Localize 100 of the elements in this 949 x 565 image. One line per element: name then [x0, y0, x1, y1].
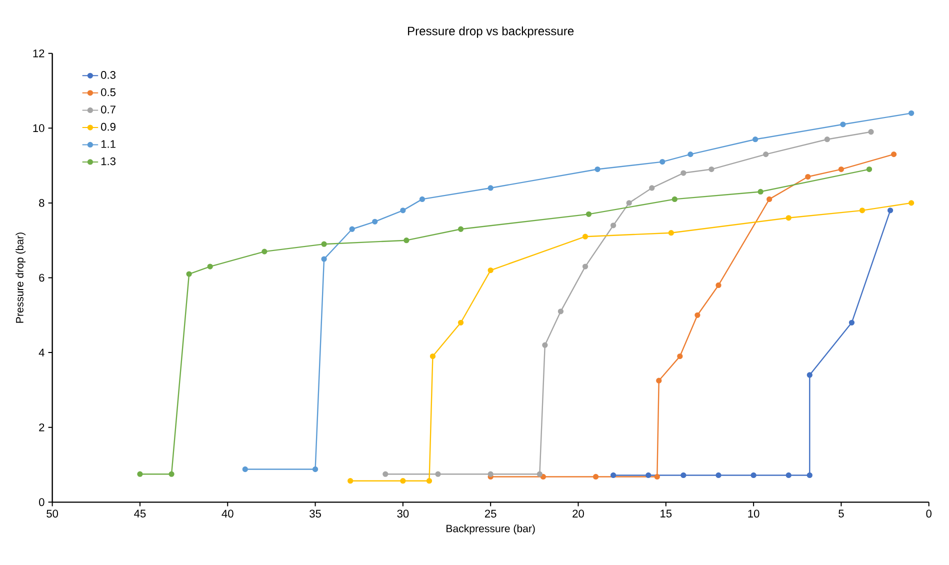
point — [137, 472, 143, 478]
x-tick-label: 40 — [222, 510, 234, 518]
x-tick-label: 35 — [310, 510, 321, 518]
point — [786, 215, 792, 221]
x-tick-label: 0 — [926, 510, 932, 518]
point — [656, 378, 662, 384]
point — [610, 472, 616, 478]
point — [890, 152, 897, 158]
point — [186, 271, 192, 278]
point — [766, 196, 772, 202]
point — [626, 200, 632, 206]
point — [262, 248, 268, 255]
point — [582, 264, 588, 270]
point — [887, 208, 894, 214]
x-axis-title: Backpressure (bar) — [446, 524, 535, 535]
point — [806, 472, 812, 478]
point — [716, 472, 722, 478]
chart-title: Pressure drop vs backpressure — [408, 26, 574, 38]
y-tick-label: 2 — [39, 424, 44, 432]
point — [372, 219, 378, 225]
point — [488, 472, 494, 478]
point — [694, 312, 700, 318]
x-tick-label: 15 — [660, 510, 672, 518]
point — [430, 354, 436, 360]
point — [400, 478, 406, 484]
point — [750, 472, 756, 478]
point — [866, 166, 872, 172]
point — [488, 185, 494, 192]
point — [536, 472, 542, 478]
point — [592, 474, 599, 480]
point — [908, 110, 914, 116]
y-tick-label: 10 — [33, 124, 44, 132]
legend-label: 0.3 — [101, 71, 116, 80]
point — [672, 196, 678, 202]
x-tick-label: 10 — [748, 510, 760, 518]
point — [542, 342, 548, 348]
point — [708, 166, 714, 172]
y-tick-label: 0 — [39, 498, 44, 506]
point — [558, 308, 564, 314]
x-tick-label: 5 — [838, 510, 844, 518]
point — [758, 189, 764, 195]
point — [677, 354, 683, 360]
point — [594, 166, 600, 172]
point — [763, 152, 769, 158]
point — [400, 208, 406, 214]
point — [458, 320, 464, 326]
point — [458, 226, 464, 232]
legend-label: 0.5 — [101, 88, 116, 96]
point — [660, 159, 666, 165]
point — [646, 472, 652, 478]
point — [610, 222, 616, 228]
y-tick-label: 4 — [38, 348, 44, 357]
point — [435, 472, 441, 478]
point — [859, 208, 866, 214]
point — [680, 170, 686, 176]
point — [488, 268, 494, 274]
point — [824, 136, 830, 142]
point — [168, 472, 174, 478]
point — [668, 230, 674, 236]
legend-label: 1.3 — [101, 158, 116, 166]
point — [752, 136, 758, 142]
point — [868, 129, 874, 135]
point — [786, 472, 792, 478]
point — [419, 196, 426, 202]
x-tick-label: 30 — [397, 510, 409, 518]
x-tick-label: 20 — [572, 510, 584, 518]
point — [654, 474, 660, 480]
y-tick-label: 8 — [39, 199, 44, 208]
x-tick-label: 45 — [134, 510, 146, 518]
legend-label: 0.7 — [101, 106, 116, 114]
x-tick-label: 50 — [46, 510, 58, 518]
y-axis-title: Pressure drop (bar) — [16, 232, 26, 323]
point — [805, 174, 811, 180]
x-tick-label: 25 — [484, 510, 496, 518]
point — [348, 478, 354, 484]
point — [404, 238, 410, 244]
point — [838, 166, 844, 172]
point — [586, 212, 592, 218]
point — [649, 185, 655, 192]
point — [908, 200, 914, 206]
point — [242, 466, 248, 472]
point — [680, 472, 686, 478]
point — [806, 372, 812, 378]
y-tick-label: 6 — [39, 274, 44, 282]
point — [321, 241, 327, 248]
y-tick-label: 12 — [33, 50, 44, 58]
point — [540, 474, 546, 480]
point — [349, 226, 355, 232]
point — [688, 152, 694, 158]
point — [312, 466, 318, 472]
point — [207, 264, 213, 270]
point — [321, 256, 327, 262]
legend-label: 1.1 — [101, 140, 116, 148]
point — [382, 472, 388, 478]
point — [426, 478, 432, 484]
point — [848, 320, 855, 326]
point — [582, 234, 588, 240]
point — [840, 122, 846, 128]
legend-label: 0.9 — [101, 123, 116, 131]
point — [716, 282, 722, 288]
